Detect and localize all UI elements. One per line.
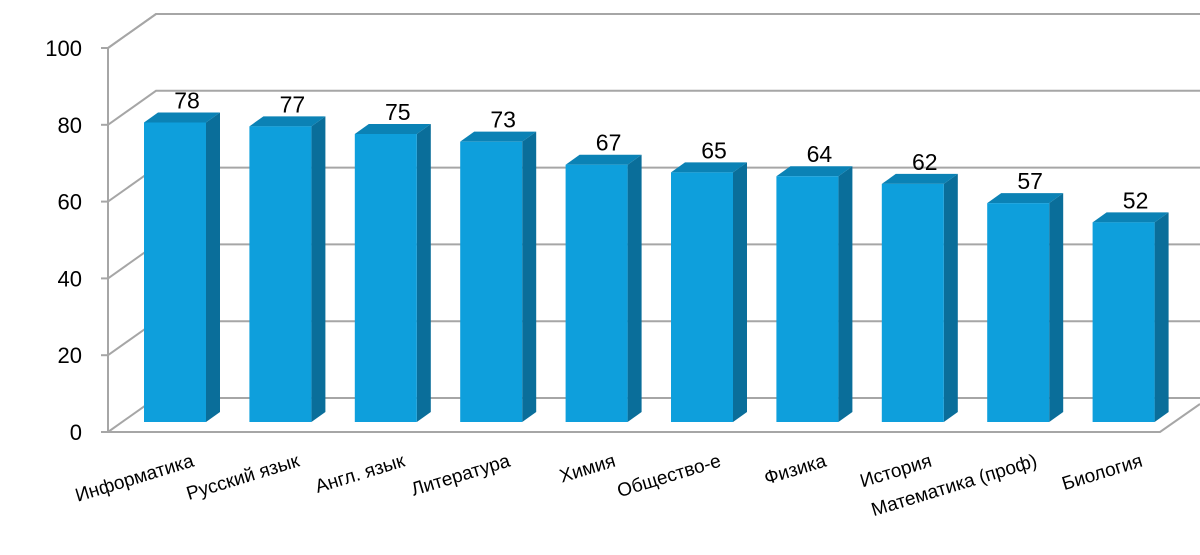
- bar: [565, 154, 642, 422]
- gridline: [107, 13, 1200, 49]
- data-label: 78: [174, 87, 200, 113]
- bar-side: [522, 131, 537, 422]
- data-label: 62: [912, 149, 938, 175]
- x-tick-label: Англ. язык: [313, 450, 408, 497]
- y-tick-label: 60: [58, 190, 82, 215]
- bar-front: [881, 183, 944, 422]
- bar-top: [565, 154, 642, 165]
- bar-top: [460, 131, 537, 142]
- bar: [881, 173, 958, 422]
- bars: [144, 112, 1169, 422]
- bar-top: [987, 193, 1064, 204]
- y-tick-label: 100: [45, 36, 82, 61]
- x-tick-label: Биология: [1060, 451, 1145, 495]
- bar-front: [1092, 222, 1155, 422]
- bar: [671, 162, 747, 422]
- y-axis: 0 20 40 60 80 100: [45, 36, 108, 445]
- bar: [144, 112, 220, 422]
- bar-front: [671, 172, 733, 422]
- x-tick-label: Общество-е: [615, 451, 724, 502]
- x-tick-label: Информатика: [73, 451, 197, 507]
- data-label: 64: [807, 141, 833, 167]
- bar-top: [249, 116, 326, 127]
- bar-front: [460, 141, 523, 422]
- y-tick-label: 0: [70, 420, 82, 445]
- bar: [354, 124, 431, 422]
- bar-top: [354, 124, 431, 134]
- bar: [249, 116, 326, 422]
- bar: [1092, 212, 1169, 422]
- data-labels: 78 77 75 73 67 65 64 62 57 52: [174, 87, 1148, 213]
- bar: [460, 131, 537, 422]
- bar-top: [881, 173, 958, 184]
- bar-side: [1154, 212, 1169, 422]
- y-tick-label: 80: [58, 113, 82, 138]
- data-label: 67: [596, 130, 622, 156]
- bar-side: [733, 162, 747, 422]
- data-label: 57: [1017, 168, 1043, 194]
- bar-top: [1092, 212, 1169, 223]
- bar: [987, 193, 1064, 422]
- bar-side: [943, 173, 958, 422]
- bar-side: [627, 154, 642, 422]
- bar-top: [776, 166, 853, 177]
- bar-side: [1049, 193, 1064, 422]
- bar-front: [249, 126, 312, 422]
- bar-side: [838, 166, 853, 422]
- bar-front: [354, 134, 417, 422]
- bar-side: [311, 116, 326, 422]
- data-label: 75: [385, 99, 411, 125]
- bar-top: [144, 112, 220, 123]
- bar-front: [565, 164, 628, 422]
- bar-front: [987, 203, 1050, 422]
- bar-front: [776, 176, 839, 422]
- bar-side: [206, 112, 220, 422]
- y-tick-label: 20: [58, 343, 82, 368]
- bar: [776, 166, 853, 422]
- x-tick-label: Физика: [762, 451, 829, 490]
- floor-edge: [108, 403, 1200, 433]
- gridline: [107, 89, 1200, 126]
- data-label: 73: [490, 107, 516, 133]
- x-tick-label: Русский язык: [184, 450, 302, 504]
- data-label: 77: [280, 91, 306, 117]
- x-tick-label: Литература: [409, 451, 513, 501]
- bar-side: [416, 124, 431, 422]
- bar-top: [671, 162, 747, 173]
- y-tick-label: 40: [58, 266, 82, 291]
- x-tick-label: Химия: [557, 451, 618, 488]
- bar-front: [144, 122, 206, 422]
- data-label: 65: [701, 137, 727, 163]
- data-label: 52: [1123, 187, 1149, 213]
